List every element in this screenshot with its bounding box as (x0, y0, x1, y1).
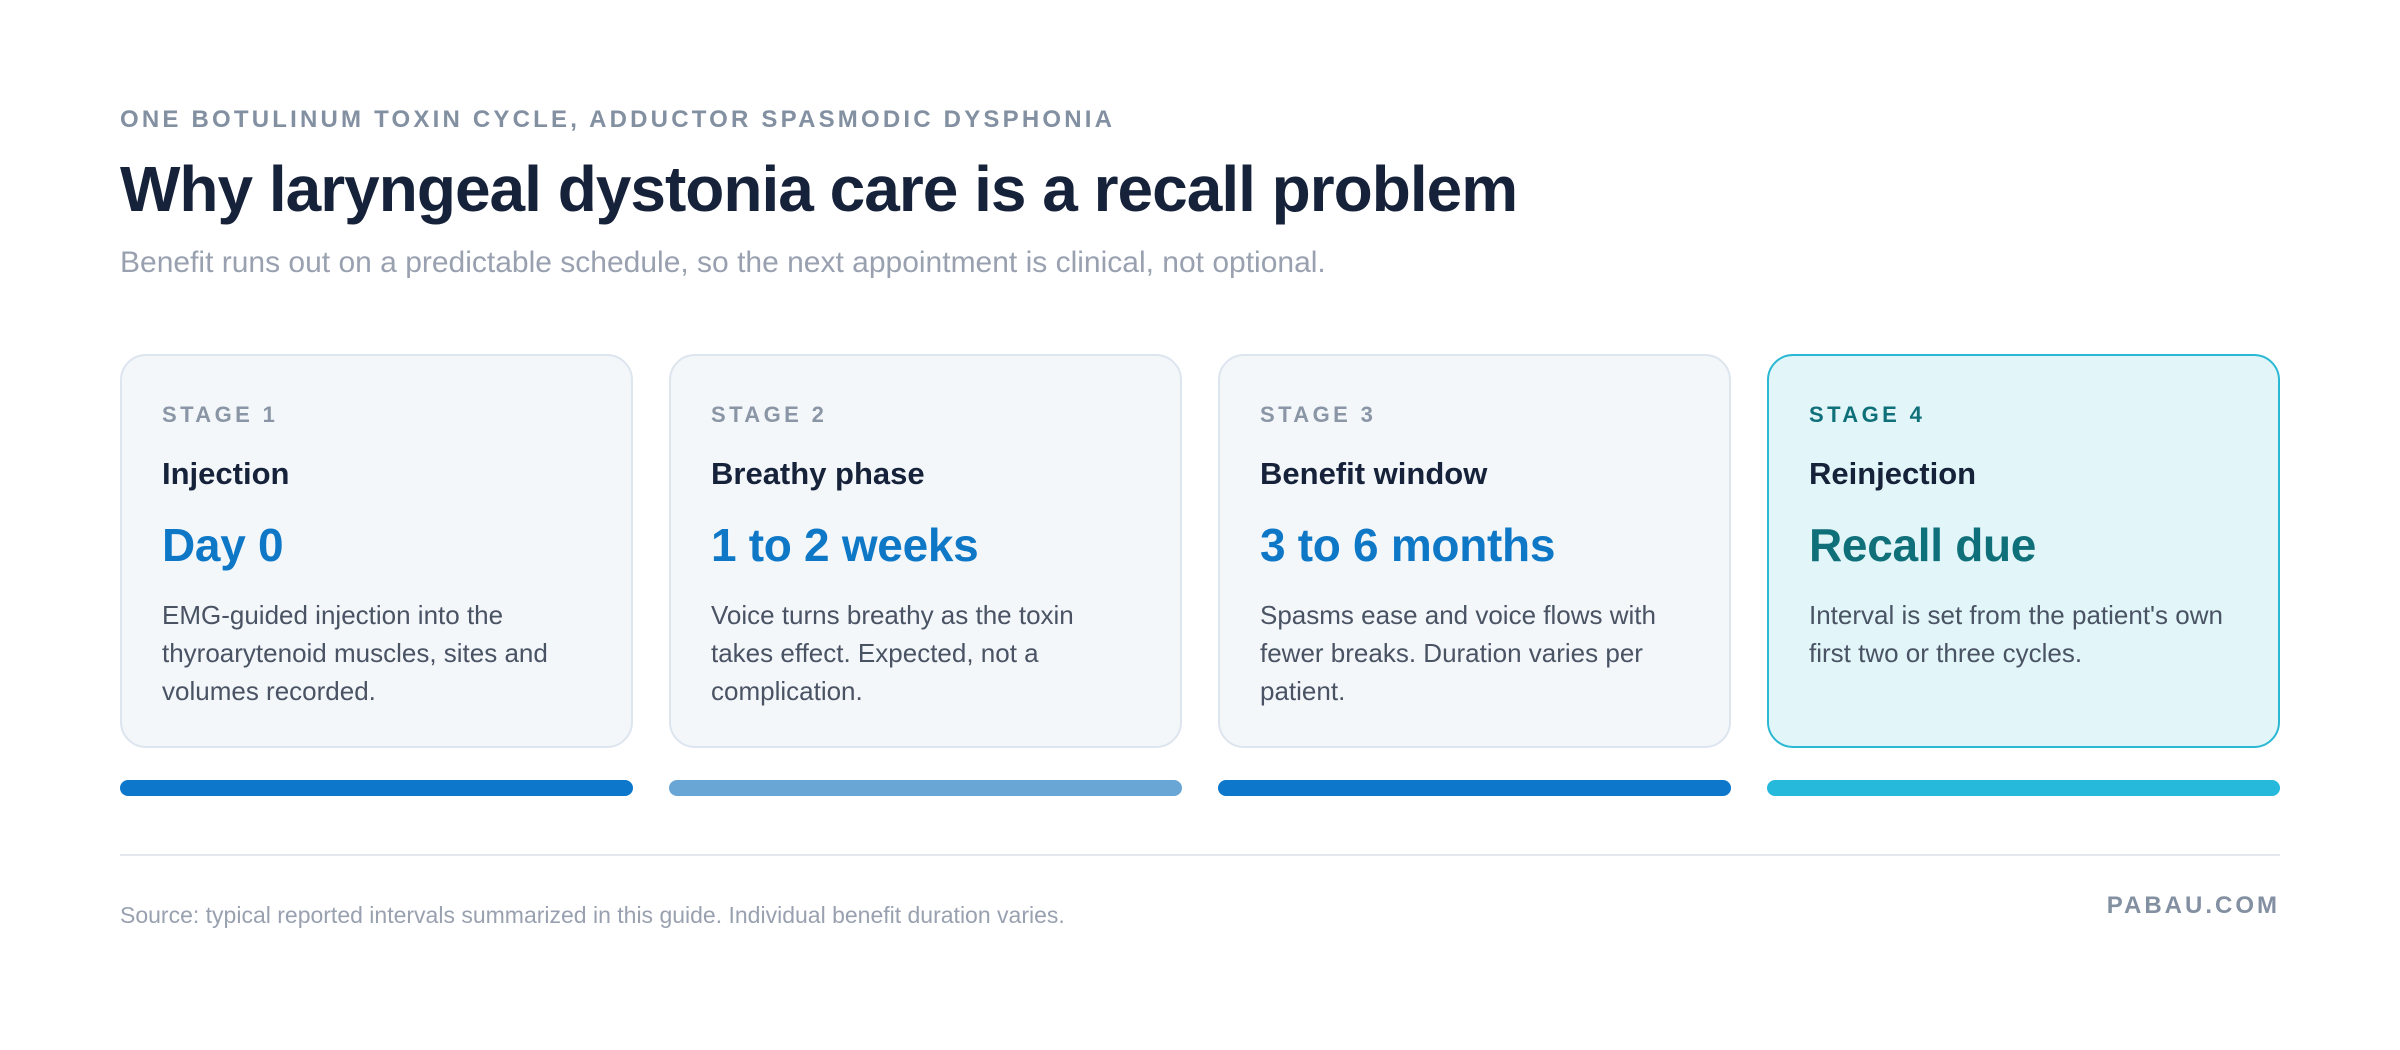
stage-time: 1 to 2 weeks (711, 519, 979, 571)
stage-card-3: STAGE 3 Benefit window 3 to 6 months Spa… (1218, 354, 1731, 748)
stage-name: Reinjection (1809, 456, 1977, 491)
footer-divider (120, 854, 2280, 856)
stage-name: Breathy phase (711, 456, 925, 491)
source-note: Source: typical reported intervals summa… (120, 902, 1065, 928)
page-subtitle: Benefit runs out on a predictable schedu… (120, 246, 1326, 279)
stage-label: STAGE 1 (162, 402, 279, 427)
stage-card-2: STAGE 2 Breathy phase 1 to 2 weeks Voice… (669, 354, 1182, 748)
stage-label: STAGE 2 (711, 402, 828, 427)
stage-description: Voice turns breathy as the toxin takes e… (711, 600, 1074, 706)
stage-description: EMG-guided injection into the thyroaryte… (162, 600, 548, 706)
stage-column-4: STAGE 4 Reinjection Recall due Interval … (1767, 354, 2280, 796)
stage-cards: STAGE 1 Injection Day 0 EMG-guided injec… (120, 354, 2280, 796)
stage-description: Interval is set from the patient's own f… (1809, 600, 2223, 668)
eyebrow-text: ONE BOTULINUM TOXIN CYCLE, ADDUCTOR SPAS… (120, 106, 1116, 133)
stage-name: Injection (162, 456, 290, 491)
stage-description: Spasms ease and voice flows with fewer b… (1260, 600, 1656, 706)
stage-label: STAGE 3 (1260, 402, 1377, 427)
stage-bar-4 (1767, 780, 2280, 796)
page-title: Why laryngeal dystonia care is a recall … (120, 153, 1518, 225)
stage-time: Day 0 (162, 519, 284, 571)
stage-card-1: STAGE 1 Injection Day 0 EMG-guided injec… (120, 354, 633, 748)
stage-label: STAGE 4 (1809, 402, 1926, 427)
stage-time: 3 to 6 months (1260, 519, 1556, 571)
stage-name: Benefit window (1260, 456, 1488, 491)
stage-card-4: STAGE 4 Reinjection Recall due Interval … (1767, 354, 2280, 748)
stage-time: Recall due (1809, 519, 2037, 571)
brand-link[interactable]: PABAU.COM (2106, 892, 2280, 919)
stage-bar-2 (669, 780, 1182, 796)
stage-column-1: STAGE 1 Injection Day 0 EMG-guided injec… (120, 354, 633, 796)
stage-bar-3 (1218, 780, 1731, 796)
stage-bar-1 (120, 780, 633, 796)
stage-column-3: STAGE 3 Benefit window 3 to 6 months Spa… (1218, 354, 1731, 796)
stage-column-2: STAGE 2 Breathy phase 1 to 2 weeks Voice… (669, 354, 1182, 796)
